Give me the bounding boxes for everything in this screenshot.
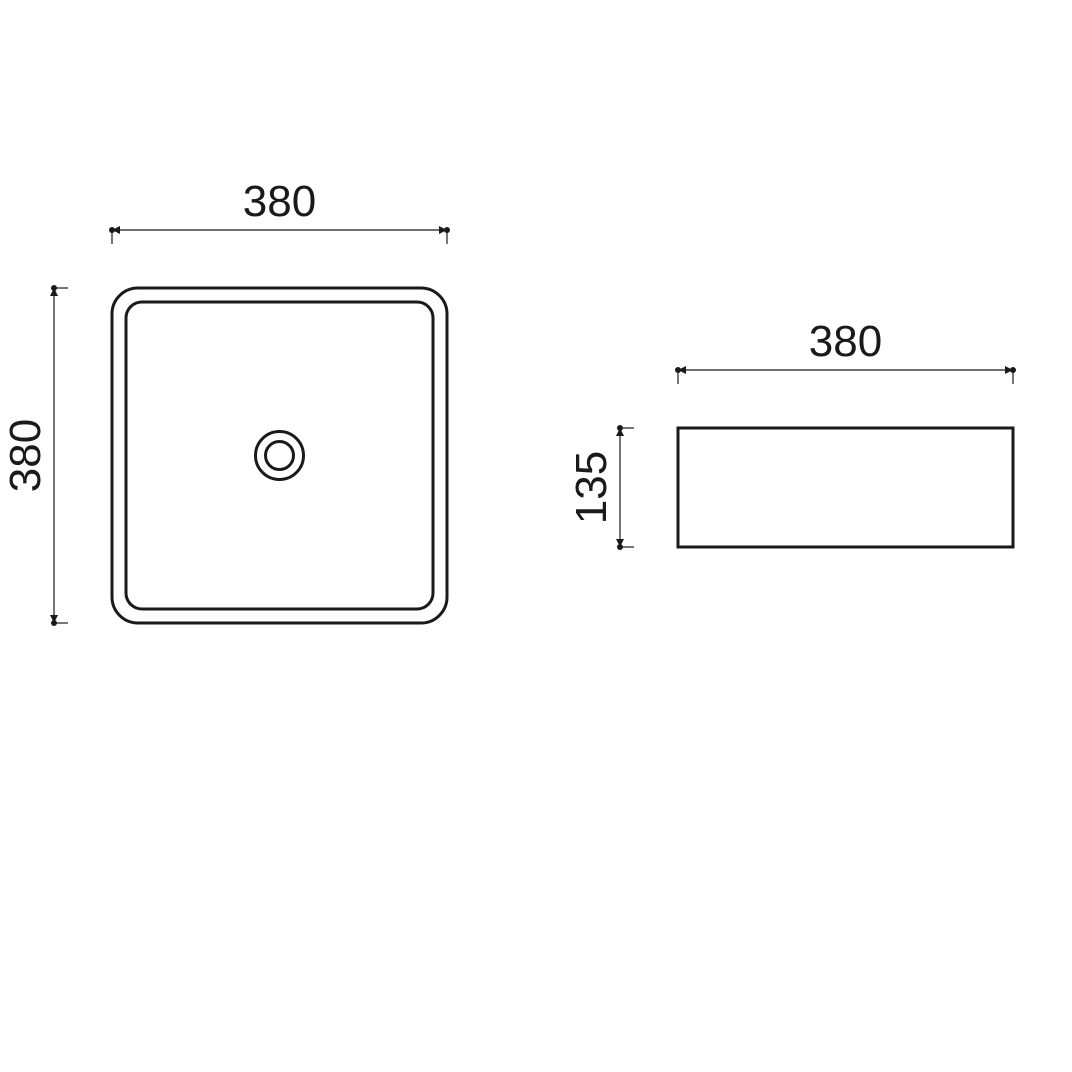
dim-side-height: 135	[567, 451, 616, 524]
dim-side-width: 380	[809, 317, 882, 366]
technical-drawing: 380 380 380 135	[0, 0, 1072, 1072]
dim-top-width: 380	[243, 177, 316, 226]
dim-top-height: 380	[1, 419, 50, 492]
